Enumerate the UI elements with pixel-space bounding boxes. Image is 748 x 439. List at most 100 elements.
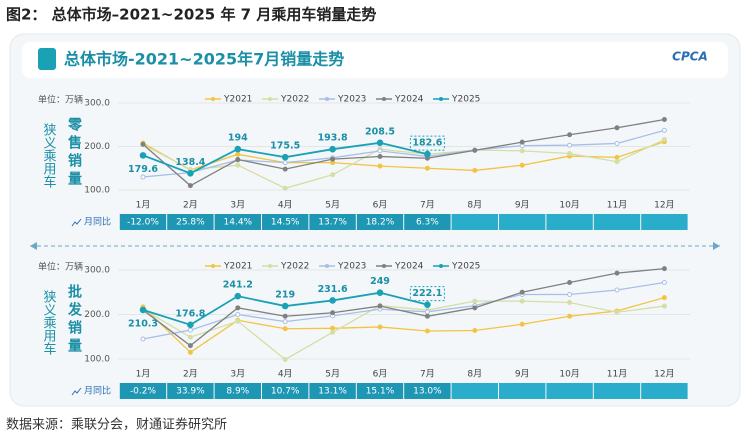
point bbox=[472, 328, 478, 334]
unit-label: 单位：万辆 bbox=[38, 261, 83, 273]
label-box bbox=[409, 286, 445, 302]
point bbox=[519, 298, 525, 304]
x-tick-label: 7月 bbox=[420, 200, 435, 211]
series-line bbox=[142, 296, 665, 354]
panel-title: 总体市场-2021~2025年7月销量走势 bbox=[64, 50, 344, 69]
x-tick-label: 12月 bbox=[654, 200, 674, 211]
axis-label: 狭义乘用车 bbox=[41, 123, 57, 188]
data-label: 193.8 bbox=[318, 133, 348, 144]
data-label: 231.6 bbox=[318, 284, 348, 295]
yoy-cell bbox=[593, 214, 641, 230]
point bbox=[472, 167, 478, 173]
y-tick-label: 200.0 bbox=[84, 310, 110, 320]
point bbox=[282, 319, 288, 325]
point bbox=[519, 321, 525, 327]
legend-label: Y2023 bbox=[337, 262, 366, 272]
yoy-value: 6.3% bbox=[416, 218, 439, 228]
yoy-cell bbox=[499, 214, 546, 230]
point bbox=[282, 185, 288, 191]
point bbox=[140, 141, 146, 147]
y-tick-label: 100.0 bbox=[84, 186, 110, 196]
series-line bbox=[142, 138, 665, 189]
point bbox=[330, 310, 336, 316]
yoy-cell bbox=[546, 383, 593, 399]
yoy-cell bbox=[641, 214, 688, 230]
x-tick-label: 9月 bbox=[515, 200, 530, 211]
point bbox=[329, 297, 336, 304]
data-label: 176.8 bbox=[175, 308, 205, 319]
point bbox=[424, 301, 431, 308]
point bbox=[187, 327, 193, 333]
point bbox=[661, 303, 667, 309]
yoy-cell bbox=[499, 383, 546, 399]
point bbox=[519, 289, 525, 295]
point bbox=[519, 139, 525, 145]
data-label: 182.6 bbox=[412, 138, 442, 149]
series-line bbox=[142, 129, 665, 178]
data-label: 241.2 bbox=[223, 280, 253, 291]
point bbox=[472, 298, 478, 304]
point bbox=[661, 117, 667, 123]
point bbox=[567, 299, 573, 305]
legend-label: Y2022 bbox=[280, 262, 309, 272]
x-tick-label: 5月 bbox=[325, 200, 340, 211]
yoy-value: 8.9% bbox=[226, 387, 249, 397]
data-label: 249 bbox=[370, 276, 390, 287]
point bbox=[282, 160, 288, 166]
series-line bbox=[142, 300, 665, 361]
yoy-cell bbox=[404, 383, 451, 399]
unit-label: 单位：万辆 bbox=[38, 94, 83, 106]
x-tick-label: 1月 bbox=[136, 369, 151, 380]
legend-marker bbox=[439, 97, 443, 101]
point bbox=[614, 140, 620, 146]
point bbox=[377, 163, 383, 169]
point bbox=[187, 169, 194, 177]
x-tick-label: 6月 bbox=[373, 369, 388, 380]
x-tick-label: 9月 bbox=[515, 369, 530, 380]
point bbox=[281, 153, 289, 161]
point bbox=[282, 356, 288, 362]
point bbox=[187, 334, 193, 340]
yoy-cell bbox=[356, 214, 404, 230]
point bbox=[377, 324, 383, 330]
point bbox=[424, 165, 430, 171]
legend-marker bbox=[268, 264, 272, 268]
point bbox=[330, 325, 336, 331]
point bbox=[424, 328, 430, 334]
chart-title: 批发销量 bbox=[66, 283, 83, 356]
legend-marker bbox=[211, 97, 215, 101]
point bbox=[329, 145, 336, 153]
yoy-cell bbox=[119, 214, 167, 230]
x-tick-label: 3月 bbox=[230, 200, 245, 211]
x-tick-label: 1月 bbox=[136, 200, 151, 211]
yoy-cell bbox=[546, 214, 593, 230]
x-tick-label: 10月 bbox=[559, 369, 579, 380]
legend-marker bbox=[382, 264, 386, 268]
yoy-value: 13.7% bbox=[318, 218, 347, 228]
yoy-cell bbox=[262, 214, 309, 230]
point bbox=[614, 287, 620, 293]
point bbox=[140, 174, 146, 180]
y-tick-label: 200.0 bbox=[84, 142, 110, 152]
legend-label: Y2025 bbox=[451, 262, 480, 272]
point bbox=[661, 137, 667, 143]
yoy-cell bbox=[214, 383, 261, 399]
legend-label: Y2025 bbox=[451, 95, 480, 105]
point bbox=[519, 162, 525, 168]
yoy-cell bbox=[356, 383, 404, 399]
point bbox=[377, 154, 383, 160]
point bbox=[377, 303, 383, 309]
x-tick-label: 6月 bbox=[373, 200, 388, 211]
x-tick-label: 3月 bbox=[230, 369, 245, 380]
point bbox=[187, 183, 193, 189]
yoy-value: 10.7% bbox=[271, 387, 300, 397]
point bbox=[614, 154, 620, 160]
x-tick-label: 4月 bbox=[278, 200, 293, 211]
data-label: 194 bbox=[228, 133, 248, 144]
y-tick-label: 300.0 bbox=[84, 99, 110, 109]
legend-marker bbox=[325, 97, 329, 101]
plot bbox=[139, 117, 667, 191]
point bbox=[235, 318, 241, 324]
point bbox=[282, 313, 288, 319]
point bbox=[235, 305, 241, 311]
